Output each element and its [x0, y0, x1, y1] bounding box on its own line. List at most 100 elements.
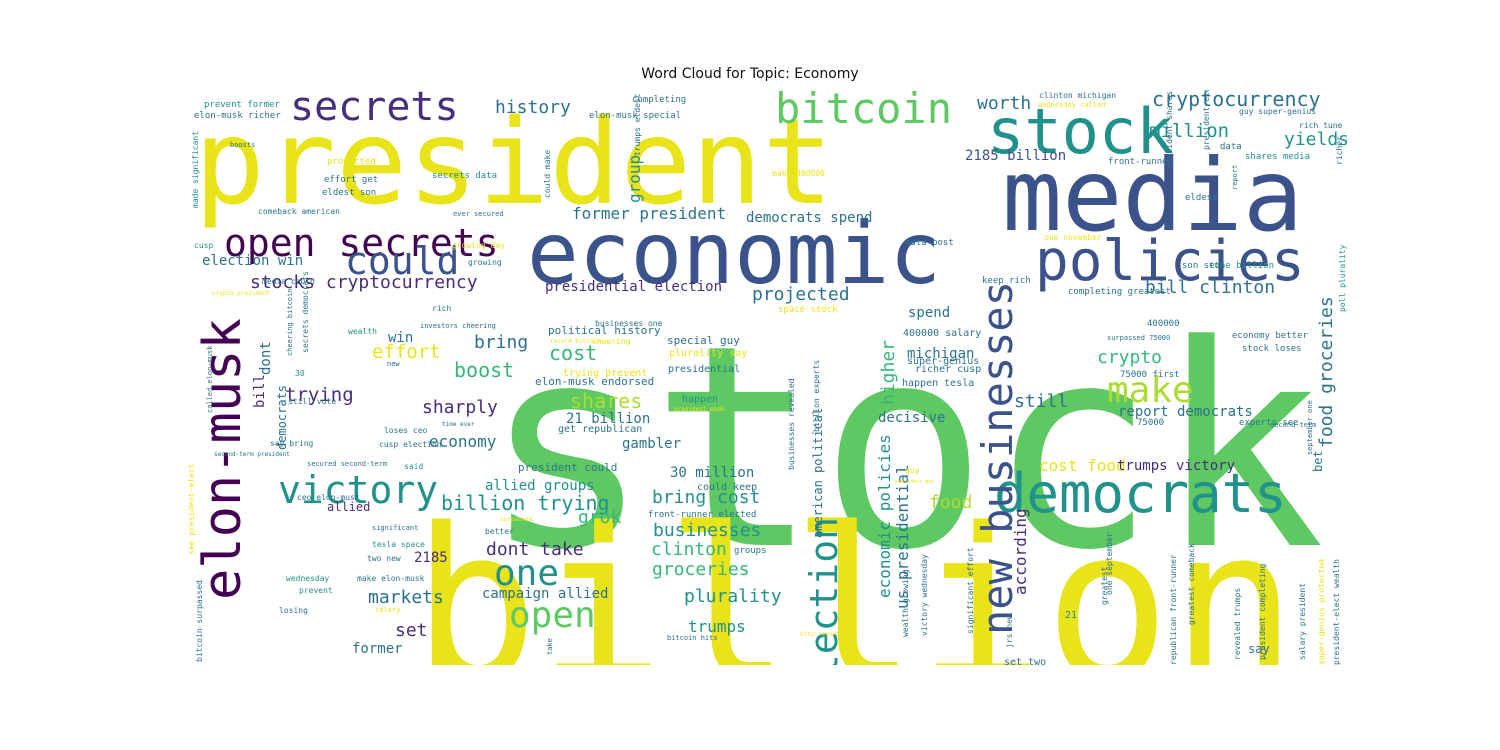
- cloud-word: growing: [468, 258, 502, 267]
- cloud-word: protected: [327, 157, 376, 167]
- cloud-word: space stock: [778, 305, 838, 315]
- cloud-word: revealed trumps: [1233, 588, 1242, 660]
- cloud-word: 2185: [414, 550, 448, 566]
- cloud-word: still vote: [288, 397, 336, 406]
- cloud-word: 30 million: [670, 465, 754, 481]
- cloud-word: stocks: [482, 286, 1347, 612]
- cloud-word: loses ceo: [384, 426, 428, 435]
- cloud-word: food groceries: [1316, 296, 1337, 448]
- cloud-word: allied: [327, 500, 370, 514]
- word-cloud: stocksbillion president media economic stock…: [187, 90, 1347, 665]
- cloud-word: open secrets: [224, 221, 499, 265]
- cloud-word: september one: [1306, 400, 1314, 455]
- cloud-word: happen: [682, 394, 718, 405]
- cloud-word: president-elect: [1202, 90, 1211, 150]
- cloud-word: elon-musk: [193, 318, 253, 600]
- cloud-word: guy: [905, 466, 920, 475]
- cloud-word: new businesses: [973, 281, 1022, 635]
- cloud-word: food: [929, 492, 972, 513]
- cloud-word: make: [1107, 370, 1194, 411]
- cloud-word: front-runner: [1108, 157, 1174, 167]
- cloud-word: presidential election: [545, 279, 722, 295]
- cloud-word: president could: [518, 461, 617, 474]
- cloud-word: victory wednesday: [920, 554, 929, 636]
- cloud-word: happen tesla: [902, 378, 974, 389]
- cloud-word: open: [509, 595, 596, 636]
- cloud-word: businesses revealed: [787, 378, 796, 470]
- cloud-word: projected: [752, 284, 850, 305]
- word-cloud-area: stocksbillion president media economic stock…: [182, 90, 1347, 665]
- cloud-word: bitcoin: [775, 90, 952, 133]
- cloud-word: report: [1231, 165, 1239, 190]
- cloud-word: groceries: [652, 559, 750, 580]
- cloud-word: record bitcoin: [550, 338, 601, 345]
- cloud-word: rich: [432, 304, 451, 313]
- cloud-word: media could: [262, 277, 315, 286]
- cloud-word: hits record: [800, 631, 840, 638]
- cloud-word: called elon-musk: [206, 345, 214, 413]
- cloud-word: set: [395, 620, 428, 641]
- cloud-word: better: [485, 527, 514, 536]
- cloud-word: completing: [632, 95, 686, 105]
- cloud-word: democrats: [994, 462, 1287, 525]
- cloud-word: shares: [570, 389, 642, 413]
- cloud-word: say: [1248, 642, 1270, 656]
- cloud-word: spend: [908, 305, 950, 321]
- cloud-word: could make: [543, 150, 552, 198]
- cloud-word: eldest son: [322, 188, 376, 198]
- figure-title: Word Cloud for Topic: Economy: [641, 66, 859, 82]
- cloud-word: elon-musk richer: [194, 111, 281, 121]
- cloud-word: comeback american: [258, 207, 340, 216]
- cloud-word: republican front-runner: [1169, 554, 1178, 665]
- cloud-word: ever secured: [453, 210, 504, 218]
- cloud-word: cryptocurrency: [1152, 90, 1321, 111]
- cloud-word: one: [494, 553, 559, 594]
- cloud-word: tesla space: [372, 540, 425, 549]
- cloud-word: second-term president: [214, 451, 290, 458]
- cloud-word: wealth: [348, 327, 377, 336]
- cloud-word: 400000: [1147, 319, 1180, 329]
- cloud-word: president-elect wealth: [1332, 559, 1341, 665]
- cloud-word: boosts: [230, 141, 255, 149]
- cloud-word: billion trying: [441, 491, 610, 515]
- cloud-word: plurality say: [669, 348, 747, 359]
- cloud-word: crypto: [1097, 347, 1162, 368]
- cloud-word: bring: [474, 332, 528, 353]
- cloud-word: former president: [572, 204, 726, 223]
- cloud-word: effort: [372, 341, 441, 363]
- cloud-word: higher: [878, 340, 899, 405]
- cloud-word: decisive: [878, 410, 945, 426]
- cloud-word: trying: [285, 384, 354, 406]
- cloud-word: secrets: [290, 90, 459, 130]
- cloud-word: million: [1149, 120, 1229, 142]
- cloud-word: gambler: [622, 436, 681, 452]
- cloud-word: bring cost: [652, 487, 760, 508]
- cloud-word: markets: [368, 587, 444, 608]
- cloud-word: secured second-term: [307, 460, 387, 468]
- cloud-word: former: [352, 641, 403, 657]
- cloud-word: one november: [1044, 233, 1102, 242]
- cloud-word: effort get: [324, 175, 378, 185]
- cloud-word: cheering bitcoin: [286, 289, 294, 356]
- cloud-word: super-genius: [907, 356, 979, 367]
- cloud-word: greatest: [1100, 566, 1109, 605]
- cloud-word: 2185 billion: [965, 148, 1066, 164]
- cloud-word: get republican: [558, 424, 642, 435]
- cloud-word: groups: [734, 546, 767, 556]
- cloud-word: could keep: [697, 482, 757, 493]
- cloud-word: according: [1011, 508, 1030, 595]
- cloud-word: 30: [295, 369, 305, 378]
- cloud-word: make 400000: [772, 169, 825, 178]
- cloud-word: win: [388, 330, 413, 346]
- cloud-word: us presidential: [893, 465, 912, 610]
- cloud-word: growing day: [452, 241, 505, 250]
- cloud-word: history: [495, 97, 571, 118]
- cloud-word: 400000 salary: [903, 328, 981, 339]
- cloud-word: wednesday called: [1038, 101, 1105, 109]
- cloud-word: stocks cryptocurrency: [250, 272, 478, 293]
- cloud-word: group: [625, 155, 644, 203]
- cloud-word: richer: [1335, 136, 1344, 165]
- cloud-word: eldest: [1185, 193, 1218, 203]
- cloud-word: billion experts: [812, 360, 821, 432]
- cloud-word: rich tune: [1299, 121, 1343, 130]
